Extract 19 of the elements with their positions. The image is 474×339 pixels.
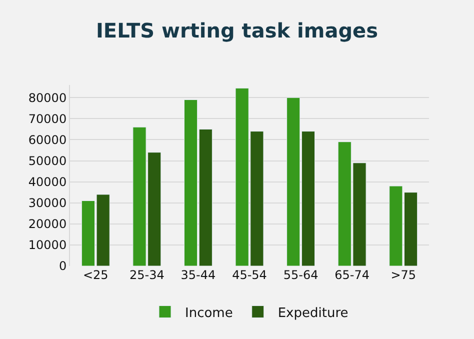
y-tick-label: 70000	[28, 112, 67, 126]
x-tick-label: 65-74	[334, 268, 370, 282]
y-tick-label: 80000	[28, 90, 67, 105]
x-tick-label: 25-34	[129, 268, 164, 282]
y-tick-label: 40000	[28, 175, 67, 190]
y-tick-label: 60000	[28, 132, 67, 147]
x-tick-label: >75	[390, 268, 416, 282]
y-tick-label: 30000	[28, 196, 67, 210]
x-tick-label: 35-44	[180, 268, 216, 282]
legend-label: Income	[185, 306, 233, 321]
x-tick-label: 45-54	[232, 268, 267, 282]
legend-label: Expediture	[278, 306, 348, 321]
x-tick-label: 55-64	[283, 268, 318, 282]
chart-title: IELTS wrting task images	[96, 18, 378, 43]
y-tick-label: 20000	[28, 217, 67, 232]
y-tick-label: 0	[58, 259, 67, 274]
y-tick-label: 50000	[28, 154, 67, 168]
y-tick-label: 10000	[28, 238, 67, 252]
x-tick-label: <25	[82, 268, 108, 282]
